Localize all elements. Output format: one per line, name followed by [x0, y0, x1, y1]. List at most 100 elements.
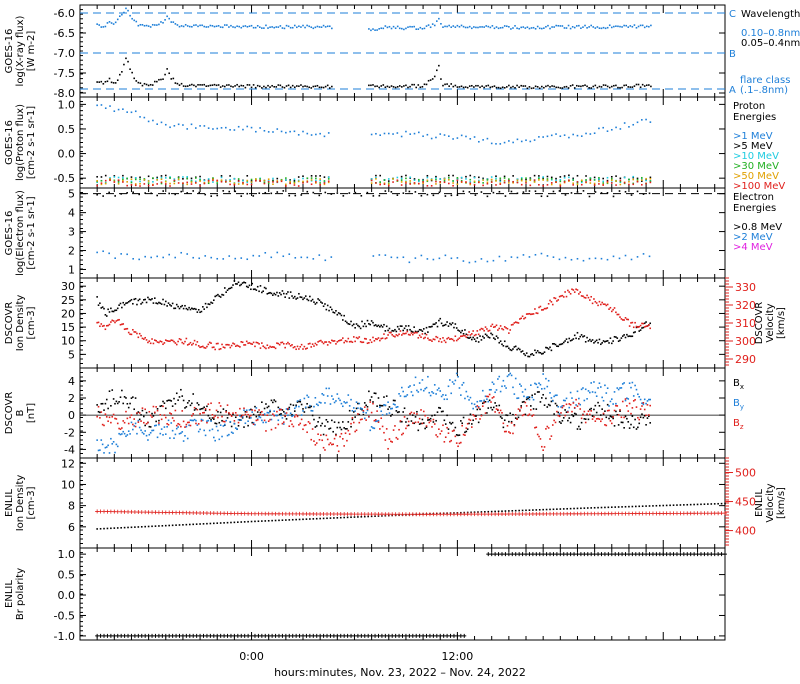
data-point — [137, 81, 140, 84]
data-point — [282, 190, 285, 192]
data-point — [645, 424, 647, 426]
data-point — [649, 121, 652, 123]
data-point — [425, 425, 428, 427]
data-point — [259, 347, 262, 349]
data-point — [414, 331, 417, 334]
data-point — [440, 23, 442, 25]
data-point — [369, 633, 374, 638]
x-tick-label: 0:00 — [239, 650, 264, 663]
data-point — [359, 327, 362, 330]
data-point — [632, 182, 635, 185]
data-point — [223, 420, 226, 423]
data-point — [156, 302, 159, 305]
data-point — [446, 321, 448, 323]
data-point — [617, 86, 619, 89]
data-point — [163, 303, 166, 306]
data-point — [299, 399, 302, 401]
data-point — [579, 403, 582, 406]
data-point — [629, 25, 632, 27]
data-point — [173, 397, 175, 400]
data-point — [221, 419, 223, 422]
data-point — [254, 423, 256, 426]
data-point — [144, 424, 146, 427]
data-point — [505, 327, 507, 329]
data-point — [421, 422, 424, 425]
data-point — [121, 427, 123, 429]
data-point — [479, 26, 481, 28]
data-point — [104, 174, 107, 177]
data-point — [610, 85, 613, 88]
data-point — [104, 107, 107, 110]
data-point — [170, 413, 173, 415]
data-point — [494, 391, 496, 394]
data-point — [564, 194, 567, 196]
data-point — [197, 84, 199, 86]
data-point — [396, 132, 399, 134]
data-point — [215, 422, 218, 425]
data-point — [621, 400, 624, 403]
data-point — [247, 286, 249, 289]
data-point — [499, 87, 502, 90]
data-point — [163, 426, 166, 428]
data-point — [587, 340, 590, 342]
data-point — [554, 343, 557, 346]
data-point — [336, 517, 339, 519]
data-point — [378, 254, 381, 256]
data-point — [200, 346, 203, 348]
data-point — [344, 428, 347, 430]
data-point — [387, 180, 390, 182]
data-point — [199, 311, 201, 314]
data-point — [273, 399, 275, 401]
data-point — [149, 414, 152, 417]
data-point — [189, 419, 192, 422]
data-point — [717, 502, 719, 505]
data-point — [506, 424, 509, 427]
data-point — [228, 344, 230, 346]
data-point — [283, 27, 286, 30]
data-point — [490, 176, 493, 178]
data-point — [421, 330, 424, 332]
data-point — [153, 24, 156, 26]
data-point — [381, 414, 384, 416]
data-point — [668, 511, 673, 516]
data-point — [266, 414, 269, 417]
data-point — [250, 520, 253, 523]
data-point — [578, 338, 580, 340]
data-point — [477, 421, 480, 424]
data-point — [166, 400, 168, 402]
data-point — [465, 135, 467, 138]
data-point — [340, 402, 343, 405]
data-point — [517, 397, 520, 399]
data-point — [380, 337, 383, 340]
data-point — [510, 374, 513, 377]
data-point — [300, 418, 303, 421]
data-point — [293, 86, 296, 89]
data-point — [122, 420, 125, 422]
data-point — [129, 416, 131, 419]
data-point — [497, 378, 499, 380]
data-point — [199, 523, 201, 525]
data-point — [433, 414, 436, 416]
data-point — [192, 256, 195, 259]
series-Ion Density — [96, 502, 726, 530]
data-point — [163, 342, 166, 344]
data-point — [424, 427, 426, 430]
data-point — [216, 522, 219, 524]
data-point — [105, 398, 108, 401]
data-point — [506, 327, 509, 330]
data-point — [597, 417, 599, 420]
data-point — [102, 83, 105, 85]
data-point — [632, 426, 635, 429]
data-point — [542, 179, 544, 181]
data-point — [127, 9, 129, 12]
data-point — [623, 181, 626, 184]
data-point — [130, 526, 133, 529]
data-point — [256, 84, 259, 87]
data-point — [236, 428, 238, 430]
data-point — [258, 192, 261, 195]
data-point — [143, 183, 146, 185]
data-point — [524, 316, 527, 319]
data-point — [143, 510, 148, 515]
data-point — [184, 304, 186, 307]
data-point — [149, 83, 152, 86]
